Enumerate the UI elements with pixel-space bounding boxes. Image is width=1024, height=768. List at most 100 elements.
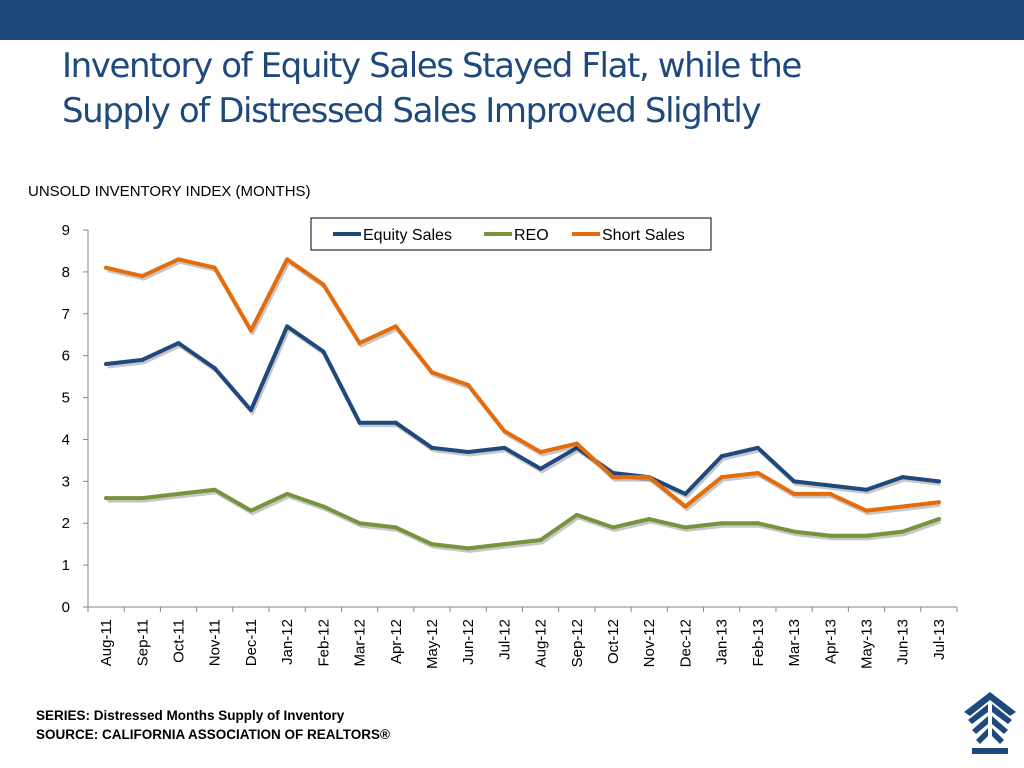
y-tick-label: 0 xyxy=(62,599,70,616)
x-tick-label: Apr-13 xyxy=(822,619,839,664)
data-point xyxy=(719,454,724,459)
y-tick-label: 2 xyxy=(62,515,70,532)
data-point xyxy=(502,445,507,450)
x-tick-label: Aug-12 xyxy=(533,619,550,667)
data-point xyxy=(321,504,326,509)
data-point xyxy=(719,475,724,480)
data-point xyxy=(104,362,109,367)
data-point xyxy=(792,529,797,534)
data-point xyxy=(755,470,760,475)
data-point xyxy=(828,491,833,496)
data-point xyxy=(248,408,253,413)
data-point xyxy=(285,491,290,496)
y-tick-label: 7 xyxy=(62,306,70,323)
x-tick-label: Nov-12 xyxy=(641,619,658,667)
x-tick-label: Jan-13 xyxy=(714,619,731,665)
x-tick-label: Mar-12 xyxy=(352,619,369,667)
data-point xyxy=(176,257,181,262)
data-point xyxy=(502,542,507,547)
data-point xyxy=(466,450,471,455)
x-tick-label: Jun-12 xyxy=(460,619,477,665)
slide-title: Inventory of Equity Sales Stayed Flat, w… xyxy=(62,44,962,134)
data-point xyxy=(104,496,109,501)
data-point xyxy=(393,420,398,425)
data-point xyxy=(683,504,688,509)
x-tick-label: Oct-11 xyxy=(171,619,188,663)
data-point xyxy=(176,341,181,346)
x-tick-label: Oct-12 xyxy=(605,619,622,664)
data-point xyxy=(828,533,833,538)
y-tick-label: 4 xyxy=(62,431,70,448)
legend-label: Equity Sales xyxy=(363,227,452,244)
data-point xyxy=(285,257,290,262)
data-point xyxy=(357,341,362,346)
data-point xyxy=(574,512,579,517)
x-tick-label: Sep-11 xyxy=(134,619,151,666)
x-tick-label: Jan-12 xyxy=(279,619,296,665)
legend-label: REO xyxy=(514,227,549,244)
data-point xyxy=(466,382,471,387)
data-point xyxy=(502,429,507,434)
series-line-reo xyxy=(104,487,941,551)
y-tick-label: 6 xyxy=(62,348,70,365)
series-line-equity-sales xyxy=(104,324,941,496)
data-point xyxy=(900,475,905,480)
legend-label: Short Sales xyxy=(602,227,685,244)
data-point xyxy=(140,357,145,362)
x-tick-label: Jul-13 xyxy=(931,619,948,660)
data-point xyxy=(864,508,869,513)
data-point xyxy=(936,517,941,522)
data-point xyxy=(538,537,543,542)
data-point xyxy=(285,324,290,329)
data-point xyxy=(104,265,109,270)
data-point xyxy=(321,282,326,287)
x-tick-label: Jun-13 xyxy=(895,619,912,665)
y-tick-label: 3 xyxy=(62,473,70,490)
x-tick-label: Feb-13 xyxy=(750,619,767,667)
data-point xyxy=(900,504,905,509)
x-tick-label: May-13 xyxy=(858,619,875,669)
slide-title-line-2: Supply of Distressed Sales Improved Slig… xyxy=(62,91,762,131)
footer: SERIES: Distressed Months Supply of Inve… xyxy=(36,706,390,744)
data-point xyxy=(357,420,362,425)
data-point xyxy=(792,491,797,496)
data-point xyxy=(393,324,398,329)
data-point xyxy=(719,521,724,526)
data-point xyxy=(212,265,217,270)
x-tick-label: Apr-12 xyxy=(388,619,405,664)
data-point xyxy=(429,445,434,450)
x-tick-label: Nov-11 xyxy=(207,619,224,666)
data-point xyxy=(936,479,941,484)
data-point xyxy=(792,479,797,484)
data-point xyxy=(647,517,652,522)
series-line-short-sales xyxy=(104,257,941,513)
data-point xyxy=(900,529,905,534)
data-point xyxy=(466,546,471,551)
data-point xyxy=(321,349,326,354)
y-tick-label: 1 xyxy=(62,557,70,574)
data-point xyxy=(212,487,217,492)
x-tick-label: May-12 xyxy=(424,619,441,669)
slide-title-line-1: Inventory of Equity Sales Stayed Flat, w… xyxy=(62,46,802,86)
x-tick-label: Jul-12 xyxy=(496,619,513,660)
x-tick-label: Mar-13 xyxy=(786,619,803,667)
data-point xyxy=(864,487,869,492)
data-point xyxy=(248,508,253,513)
x-tick-label: Aug-11 xyxy=(98,619,115,666)
car-logo-icon xyxy=(964,692,1016,754)
x-tick-label: Sep-12 xyxy=(569,619,586,667)
data-point xyxy=(140,274,145,279)
data-point xyxy=(538,450,543,455)
data-point xyxy=(683,525,688,530)
x-tick-label: Dec-11 xyxy=(243,619,260,666)
data-point xyxy=(248,328,253,333)
data-point xyxy=(611,525,616,530)
header-bar xyxy=(0,0,1024,40)
data-point xyxy=(212,366,217,371)
data-point xyxy=(683,491,688,496)
y-tick-label: 8 xyxy=(62,264,70,281)
x-tick-label: Feb-12 xyxy=(315,619,332,667)
data-point xyxy=(538,466,543,471)
y-tick-label: 5 xyxy=(62,390,70,407)
footer-series: SERIES: Distressed Months Supply of Inve… xyxy=(36,708,345,723)
